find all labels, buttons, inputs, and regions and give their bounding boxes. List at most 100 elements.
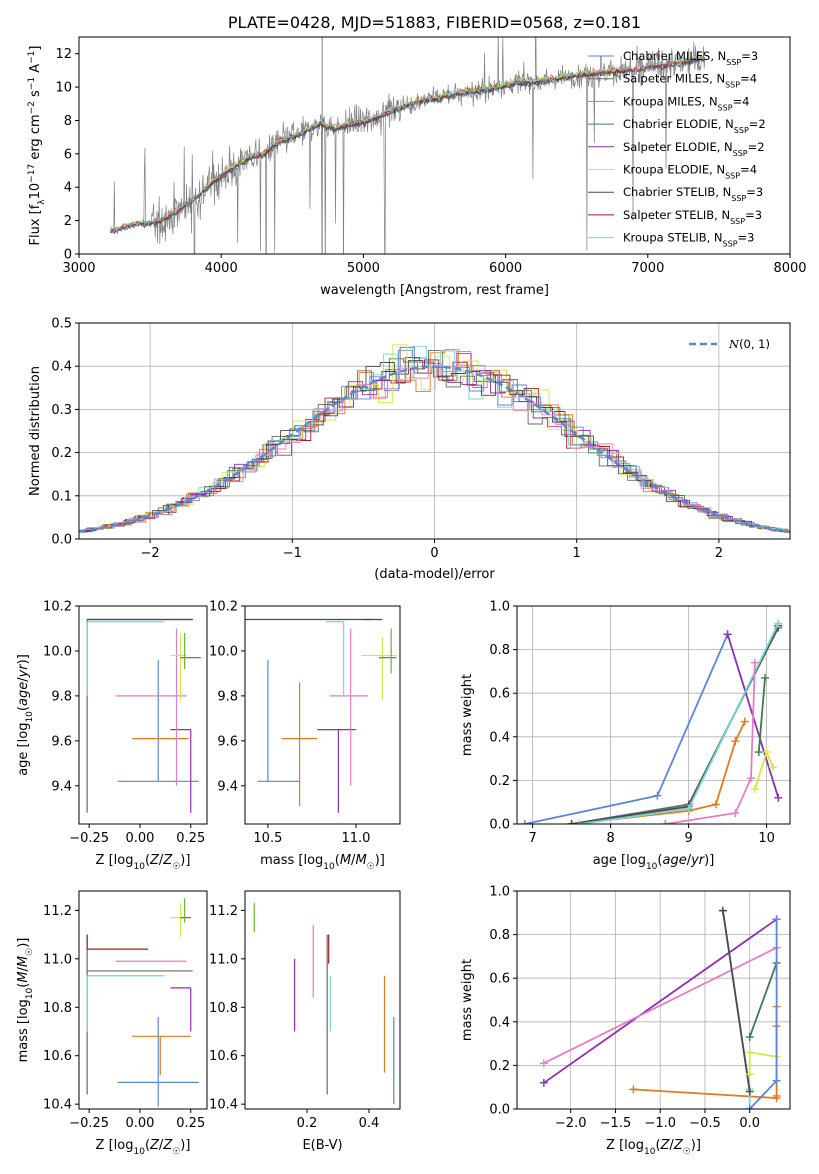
y-tick-label: 0.4 <box>489 730 510 745</box>
x-axis-label: (data-model)/error <box>374 567 495 582</box>
series-kroupa-elodie <box>745 1048 781 1079</box>
point-kroupa-stelib <box>326 621 345 696</box>
axes-frame <box>516 605 791 825</box>
y-axis-label: mass [log10(M/M☉)] <box>16 938 35 1063</box>
point-chabrier-miles <box>117 1016 199 1107</box>
x-tick-label: 0.25 <box>176 1116 205 1131</box>
x-tick-label: 0.0 <box>739 1116 760 1131</box>
y-tick-label: 0.0 <box>51 533 72 548</box>
x-axis-label: Z [log10(Z/Z☉)] <box>96 853 191 872</box>
series-chabrier-elodie <box>745 958 781 1042</box>
y-tick-label: 0.3 <box>51 403 72 418</box>
y-tick-label: 10.0 <box>209 644 238 659</box>
x-tick-label: 0.2 <box>297 1116 318 1131</box>
plot-area <box>79 344 790 533</box>
point-chabrier-miles <box>117 659 199 782</box>
axes-frame <box>78 890 208 1110</box>
histogram-kroupa-elodie <box>79 344 790 532</box>
model-chabrier-miles <box>110 58 705 235</box>
series-kroupa-stelib <box>575 619 783 824</box>
x-tick-label: 7 <box>528 831 536 846</box>
legend-entry: Kroupa ELODIE, NSSP=4 <box>623 163 757 181</box>
x-tick-label: −1.0 <box>644 1116 676 1131</box>
series-line <box>757 677 766 753</box>
y-tick-label: 11.2 <box>43 904 72 919</box>
y-tick-label: 10.6 <box>209 1049 238 1064</box>
legend-entry: Salpeter MILES, NSSP=4 <box>623 72 757 90</box>
point-salpeter-miles <box>86 934 193 1095</box>
panel-age-vs-mass: 10.5 11.0 9.4 9.6 9.8 10.0 10.2 mass [log10(M/M… <box>209 600 401 872</box>
y-tick-label: 10.4 <box>43 1098 72 1113</box>
plot-area <box>253 903 395 1105</box>
panel-weight-vs-Z: −2.0 −1.5 −1.0 −0.5 0.0 0.0 0.2 0.4 0.6 0.8 1.0 Z [… <box>460 885 791 1157</box>
data-point <box>539 1078 548 1087</box>
series-line <box>524 633 729 824</box>
x-tick-label: 3000 <box>62 261 95 276</box>
x-tick-label: 0.4 <box>359 1116 380 1131</box>
data-point <box>684 804 693 813</box>
data-point <box>575 820 584 824</box>
axes-frame <box>244 890 401 1110</box>
legend-entry: Kroupa MILES, NSSP=4 <box>623 94 749 112</box>
point-chabrier-miles <box>257 659 300 782</box>
panel-mass-vs-Z: −0.25 0.00 0.25 10.4 10.6 10.8 11.0 11.2 Z [log1… <box>16 890 208 1157</box>
data-point <box>731 809 740 818</box>
data-point <box>750 785 759 794</box>
x-tick-label: −1 <box>283 546 302 561</box>
data-point <box>750 658 759 667</box>
y-axis-label: Normed distribution <box>28 366 43 496</box>
legend-entry: Salpeter ELODIE, NSSP=2 <box>623 140 765 158</box>
data-point <box>711 800 720 809</box>
axes-frame <box>516 890 791 1110</box>
data-point <box>745 1033 754 1042</box>
y-tick-label: 10.0 <box>43 644 72 659</box>
y-axis-label: Flux [fλ10−17 erg cm−2 s−1 A−1] <box>27 46 47 246</box>
axes: −2.0 −1.5 −1.0 −0.5 0.0 0.0 0.2 0.4 0.6 0.8 1.0 Z [… <box>460 885 791 1157</box>
y-tick-label: 0.6 <box>489 972 510 987</box>
y-tick-label: 0.0 <box>489 1103 510 1118</box>
y-tick-label: 0 <box>64 248 72 263</box>
x-tick-label: 0.00 <box>125 1116 154 1131</box>
plot-area <box>86 618 201 813</box>
point-kroupa-stelib <box>86 975 165 1032</box>
y-tick-label: 6 <box>64 147 72 162</box>
x-axis-label: age [log10(age/yr)] <box>593 853 715 872</box>
x-tick-label: −0.5 <box>689 1116 721 1131</box>
x-tick-label: −0.25 <box>69 1116 109 1131</box>
panel-age-vs-Z: −0.25 0.00 0.25 9.4 9.6 9.8 10.0 10.2 Z [log10(Z… <box>16 600 208 872</box>
axes: 10.5 11.0 9.4 9.6 9.8 10.0 10.2 mass [log10(M/M… <box>209 600 401 872</box>
series-line <box>748 1051 777 1075</box>
x-axis-label: E(B-V) <box>302 1138 342 1153</box>
histogram-salpeter-stelib <box>83 359 790 532</box>
legend-entry: Chabrier ELODIE, NSSP=2 <box>623 117 766 135</box>
y-tick-label: 10.6 <box>43 1049 72 1064</box>
panel-spectrum: 3000 4000 5000 6000 7000 8000 0 2 4 6 8 10 12 wavelen… <box>27 36 807 298</box>
x-tick-label: 0.00 <box>125 831 154 846</box>
data-point <box>629 1085 638 1094</box>
y-axis-label: mass weight <box>460 959 475 1041</box>
x-tick-label: −1.5 <box>600 1116 632 1131</box>
legend-entry: Kroupa STELIB, NSSP=3 <box>623 231 754 249</box>
series-chabrier-miles <box>745 915 781 1109</box>
model-chabrier-elodie <box>206 69 620 189</box>
x-tick-label: 8000 <box>773 261 806 276</box>
data-point <box>731 737 740 746</box>
axes-frame <box>244 605 401 825</box>
y-tick-label: 0.2 <box>489 1059 510 1074</box>
x-tick-label: −2.0 <box>555 1116 587 1131</box>
point-salpeter-stelib <box>86 934 149 950</box>
axes: −0.25 0.00 0.25 9.4 9.6 9.8 10.0 10.2 Z [log10(Z… <box>16 600 208 872</box>
axes-frame <box>78 36 791 255</box>
x-tick-label: 8 <box>606 831 614 846</box>
x-tick-label: 4000 <box>205 261 238 276</box>
plot-area <box>520 619 783 824</box>
x-axis-label: wavelength [Angstrom, rest frame] <box>320 283 549 298</box>
y-axis-label: age [log10(age/yr)] <box>16 654 35 776</box>
x-axis-label: Z [log10(Z/Z☉)] <box>96 1138 191 1157</box>
series-line <box>665 662 756 824</box>
series-line <box>571 627 780 824</box>
x-tick-label: 2 <box>715 546 723 561</box>
point-kroupa-stelib <box>86 621 165 696</box>
y-axis-label: mass weight <box>460 674 475 756</box>
series-line <box>748 962 778 1038</box>
